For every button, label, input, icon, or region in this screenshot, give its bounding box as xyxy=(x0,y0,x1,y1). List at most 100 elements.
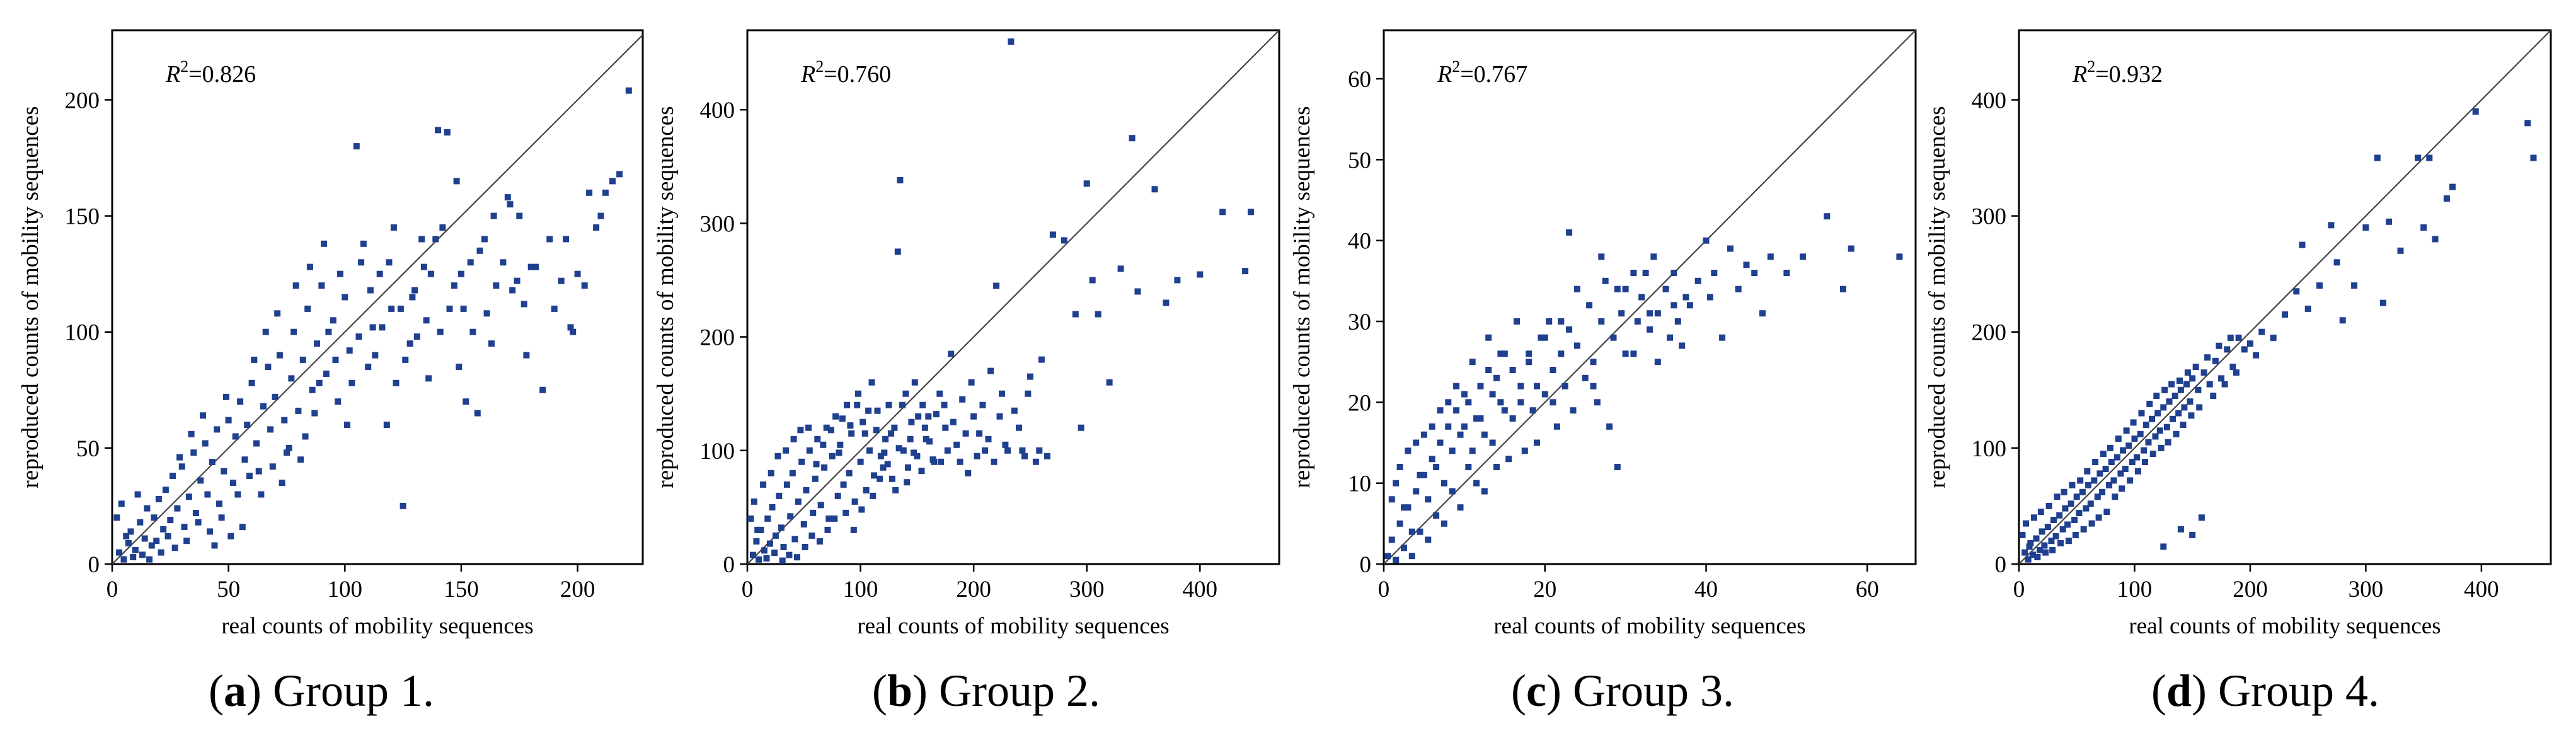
scatter-point xyxy=(970,413,977,420)
scatter-point xyxy=(285,444,292,451)
scatter-point xyxy=(1036,447,1043,454)
scatter-point xyxy=(848,430,855,437)
scatter-point xyxy=(2096,470,2103,477)
scatter-point xyxy=(754,526,761,533)
scatter-point xyxy=(1534,439,1540,446)
scatter-point xyxy=(507,201,514,208)
scatter-point xyxy=(1429,456,1435,463)
scatter-point xyxy=(609,178,616,185)
scatter-point xyxy=(1393,556,1400,563)
scatter-point xyxy=(1602,277,1609,284)
plot-frame xyxy=(746,29,1280,565)
scatter-point xyxy=(2095,514,2102,521)
scatter-point xyxy=(929,456,936,463)
scatter-point xyxy=(476,247,483,254)
scatter-point xyxy=(2449,183,2456,190)
scatter-point xyxy=(1630,350,1637,357)
scatter-point xyxy=(1453,407,1460,414)
scatter-point xyxy=(996,413,1003,420)
scatter-point xyxy=(221,468,227,475)
scatter-point xyxy=(346,347,353,354)
scatter-point xyxy=(789,470,796,476)
scatter-point xyxy=(439,224,446,231)
scatter-point xyxy=(234,491,241,498)
scatter-point xyxy=(866,447,873,454)
x-tick-label: 200 xyxy=(560,577,595,603)
scatter-point xyxy=(877,475,883,482)
scatter-point xyxy=(170,473,176,480)
scatter-point xyxy=(2154,410,2161,417)
scatter-point xyxy=(258,491,265,498)
scatter-point xyxy=(123,533,130,539)
scatter-point xyxy=(1388,496,1395,503)
scatter-point xyxy=(1396,520,1403,527)
scatter-point xyxy=(821,464,828,471)
scatter-point xyxy=(2304,305,2311,312)
scatter-point xyxy=(567,324,574,331)
scatter-point xyxy=(1594,399,1601,406)
y-tick-label: 10 xyxy=(1348,471,1371,497)
scatter-point xyxy=(316,379,323,386)
caption-letter: b xyxy=(887,666,912,716)
scatter-point xyxy=(1767,253,1774,260)
caption-text: Group 4. xyxy=(2207,666,2379,716)
scatter-point xyxy=(306,263,313,270)
scatter-point xyxy=(153,538,160,545)
scatter-point xyxy=(1440,480,1447,487)
scatter-point xyxy=(272,393,279,400)
scatter-point xyxy=(923,435,929,442)
scatter-point xyxy=(144,505,151,512)
x-tick-label: 400 xyxy=(1183,577,1218,603)
scatter-point xyxy=(1751,270,1758,276)
scatter-point xyxy=(882,435,889,442)
y-tick-label: 0 xyxy=(723,552,735,578)
scatter-point xyxy=(1429,423,1435,430)
scatter-point xyxy=(2125,442,2132,449)
scatter-point xyxy=(2216,342,2222,349)
scatter-point xyxy=(950,418,957,425)
scatter-point xyxy=(1493,374,1500,381)
scatter-point xyxy=(761,547,768,554)
scatter-point xyxy=(1477,415,1484,422)
scatter-point xyxy=(993,282,1000,289)
scatter-point xyxy=(1654,310,1661,317)
panel-group-4: 0 100 200 300 400 0 100 200 300 400 R2=0.932 rea… xyxy=(1924,29,2552,716)
x-tick-label: 0 xyxy=(2013,577,2025,603)
scatter-point xyxy=(858,506,865,513)
scatter-point xyxy=(2108,459,2115,465)
scatter-point xyxy=(299,356,306,363)
scatter-point xyxy=(2019,532,2026,538)
scatter-point xyxy=(816,538,823,545)
scatter-point xyxy=(2131,435,2138,442)
scatter-point xyxy=(905,464,911,471)
y-axis-label: reproduced counts of mobility sequences xyxy=(18,106,43,488)
scatter-point xyxy=(933,411,940,418)
scatter-point xyxy=(130,554,137,560)
scatter-point xyxy=(551,305,558,312)
scatter-point xyxy=(297,456,304,463)
x-tick-label: 20 xyxy=(1533,577,1556,603)
scatter-point xyxy=(2114,454,2120,461)
r-squared-label: R2=0.932 xyxy=(2072,57,2163,88)
scatter-point xyxy=(769,504,776,510)
identity-line xyxy=(747,30,1280,565)
scatter-point xyxy=(262,328,269,335)
scatter-point xyxy=(2333,259,2340,266)
scatter-point xyxy=(255,468,262,475)
scatter-point xyxy=(2227,334,2234,341)
scatter-point xyxy=(779,557,786,564)
scatter-point xyxy=(279,480,285,487)
scatter-point xyxy=(1550,367,1556,373)
caption-paren-close: ) xyxy=(2192,666,2207,716)
scatter-point xyxy=(406,340,413,347)
scatter-point xyxy=(1413,488,1420,495)
scatter-point xyxy=(797,427,804,434)
scatter-point xyxy=(899,401,906,408)
scatter-point xyxy=(1517,383,1524,389)
scatter-point xyxy=(2037,509,2044,516)
scatter-point xyxy=(360,240,367,247)
scatter-point xyxy=(2083,505,2090,512)
scatter-point xyxy=(2138,410,2145,417)
panel-group-2: 0 100 200 300 400 0 100 200 300 400 R2=0.760 rea… xyxy=(653,29,1280,716)
scatter-point xyxy=(837,441,844,448)
